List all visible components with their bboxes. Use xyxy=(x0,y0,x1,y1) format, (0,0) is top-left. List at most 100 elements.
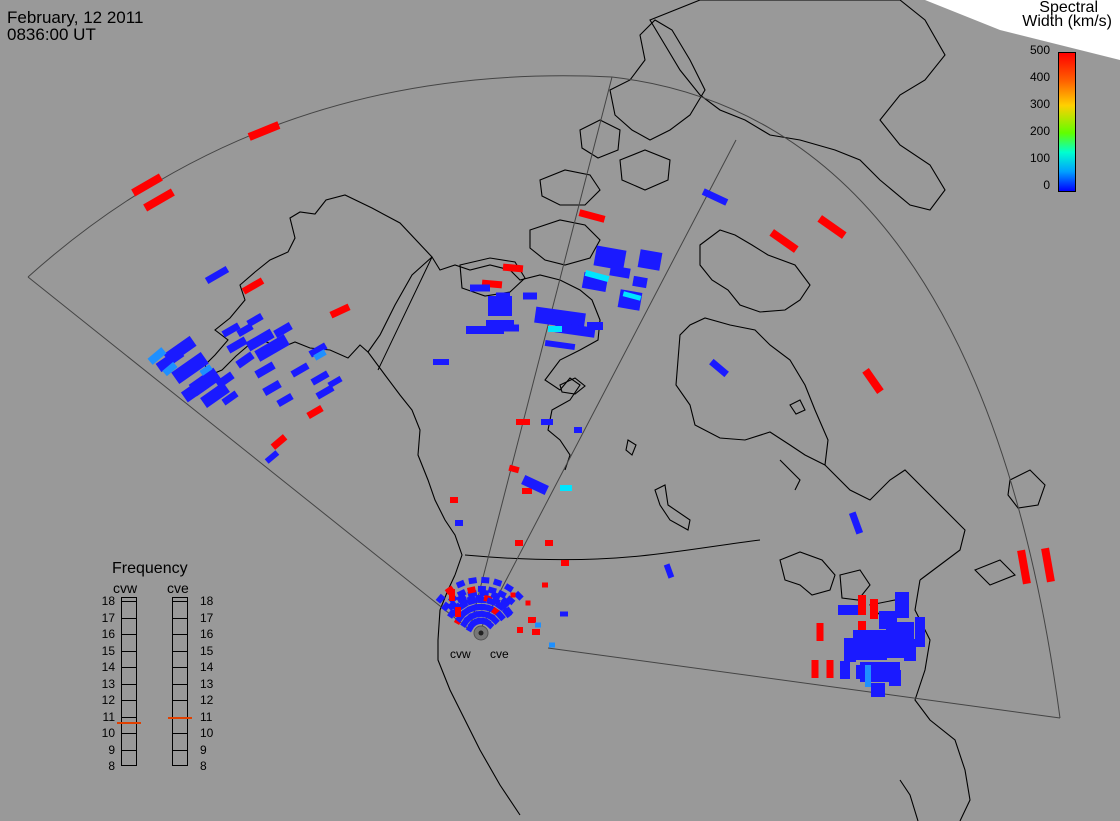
echo-cell-high xyxy=(467,586,477,594)
frequency-gauge-divider xyxy=(172,650,188,652)
echo-cell-low xyxy=(503,606,514,617)
echo-cell-low xyxy=(523,292,537,300)
james-bay xyxy=(779,459,801,491)
frequency-scale-label: 10 xyxy=(200,726,214,740)
fov-center-west-beam xyxy=(469,76,613,629)
frequency-gauge-divider xyxy=(121,667,137,668)
echo-cell-low xyxy=(488,296,512,316)
echo-cell-low xyxy=(246,312,264,328)
ellesmere-island xyxy=(609,19,706,141)
echo-cell-high xyxy=(502,263,524,273)
echo-cell-low xyxy=(879,611,897,629)
echo-cell-mid xyxy=(535,622,541,628)
colorbar-tick: 400 xyxy=(1029,70,1050,84)
echo-cell-cyan xyxy=(584,269,610,283)
echo-cell-high xyxy=(449,589,455,601)
colorbar-tick: 200 xyxy=(1029,124,1050,138)
echo-cell-low xyxy=(215,371,235,389)
colorbar-tick: 300 xyxy=(1029,97,1050,111)
frequency-scale-label: 15 xyxy=(200,643,214,658)
frequency-scale-label: 9 xyxy=(200,742,207,757)
echo-cell-high xyxy=(247,121,281,141)
echo-cell-high xyxy=(522,488,532,494)
echo-cell-high xyxy=(578,209,606,223)
echo-cell-high xyxy=(516,419,530,425)
frequency-scale-label: 13 xyxy=(200,676,214,691)
echo-cell-low xyxy=(490,591,502,601)
echo-cell-high xyxy=(542,582,548,588)
echo-cell-high xyxy=(862,368,884,394)
colorbar-title-line2: Width (km/s) xyxy=(1022,13,1112,30)
echo-cell-low xyxy=(315,384,335,400)
echo-cell-high xyxy=(1017,549,1031,585)
echo-cell-high xyxy=(532,629,540,635)
echo-cell-low xyxy=(497,600,508,611)
echo-cell-low xyxy=(496,589,507,599)
frequency-gauge-divider xyxy=(172,749,188,751)
echo-cell-high xyxy=(241,277,265,295)
frequency-scale-label: 18 xyxy=(200,594,214,608)
arctic-island-3 xyxy=(579,119,621,159)
echo-cell-low xyxy=(895,592,909,618)
frequency-gauge-cve xyxy=(172,597,188,766)
frequency-gauge-divider xyxy=(172,733,188,734)
echo-cell-low xyxy=(466,326,504,334)
frequency-gauge-divider xyxy=(121,749,137,751)
echo-cell-low xyxy=(609,265,631,279)
echo-cell-high xyxy=(455,607,461,617)
frequency-gauge-divider xyxy=(172,601,188,602)
echo-cell-low xyxy=(503,583,514,593)
victoria-island xyxy=(459,257,526,297)
echo-cell-low xyxy=(455,579,466,589)
colorbar-title-line1: Spectral xyxy=(1039,0,1098,16)
us-canada-border xyxy=(464,539,761,561)
echo-cell-high xyxy=(858,595,866,615)
echo-cell-low xyxy=(844,638,856,662)
echo-cell-low xyxy=(889,670,901,686)
echo-cell-low xyxy=(308,342,328,358)
alaska-panhandle xyxy=(367,351,463,576)
echo-cell-low xyxy=(701,188,729,206)
radar-label-cvw: cvw xyxy=(450,647,471,661)
greenland xyxy=(649,0,946,211)
echo-cell-low xyxy=(440,601,451,612)
echo-cell-high xyxy=(769,229,799,253)
political-boundaries xyxy=(377,256,761,561)
echo-cell-low xyxy=(221,390,239,406)
baffin-island xyxy=(699,229,811,313)
echo-cell-low xyxy=(915,617,925,647)
frequency-scale-label: 8 xyxy=(200,759,207,773)
frequency-gauge-cvw xyxy=(121,597,137,766)
echo-cell-low xyxy=(513,590,524,601)
echo-cell-low xyxy=(544,339,576,351)
frequency-col-cve: cve xyxy=(167,580,189,596)
echo-cell-high xyxy=(528,617,536,623)
frequency-gauge-divider xyxy=(121,601,137,602)
echo-cell-low xyxy=(541,419,553,425)
echo-cell-high xyxy=(515,540,523,546)
great-slave-lake xyxy=(559,377,586,395)
newfoundland xyxy=(1007,469,1046,509)
echo-cell-low xyxy=(574,427,582,433)
echo-cell-low xyxy=(853,630,887,660)
echo-cell-low xyxy=(254,361,276,379)
echo-cell-low xyxy=(481,576,490,584)
echo-cell-low xyxy=(904,639,916,661)
echo-cell-low xyxy=(632,275,648,289)
fov-outline xyxy=(27,75,1061,719)
echo-cell-mid xyxy=(865,665,871,687)
date-title: February, 12 2011 xyxy=(7,8,144,27)
echo-cell-low xyxy=(871,683,885,697)
echo-cell-low xyxy=(587,322,603,330)
arctic-island-2 xyxy=(539,169,601,206)
lake-winnipeg xyxy=(654,484,691,531)
echo-cell-cyan xyxy=(622,291,642,301)
echo-cell-high xyxy=(545,540,553,546)
frequency-scale-label: 16 xyxy=(101,627,115,641)
frequency-col-cvw: cvw xyxy=(113,580,138,596)
echo-cell-mid xyxy=(313,349,327,361)
misc-lake-1 xyxy=(625,439,637,456)
frequency-scale-label: 9 xyxy=(108,742,115,757)
echo-cell-low xyxy=(180,377,210,403)
